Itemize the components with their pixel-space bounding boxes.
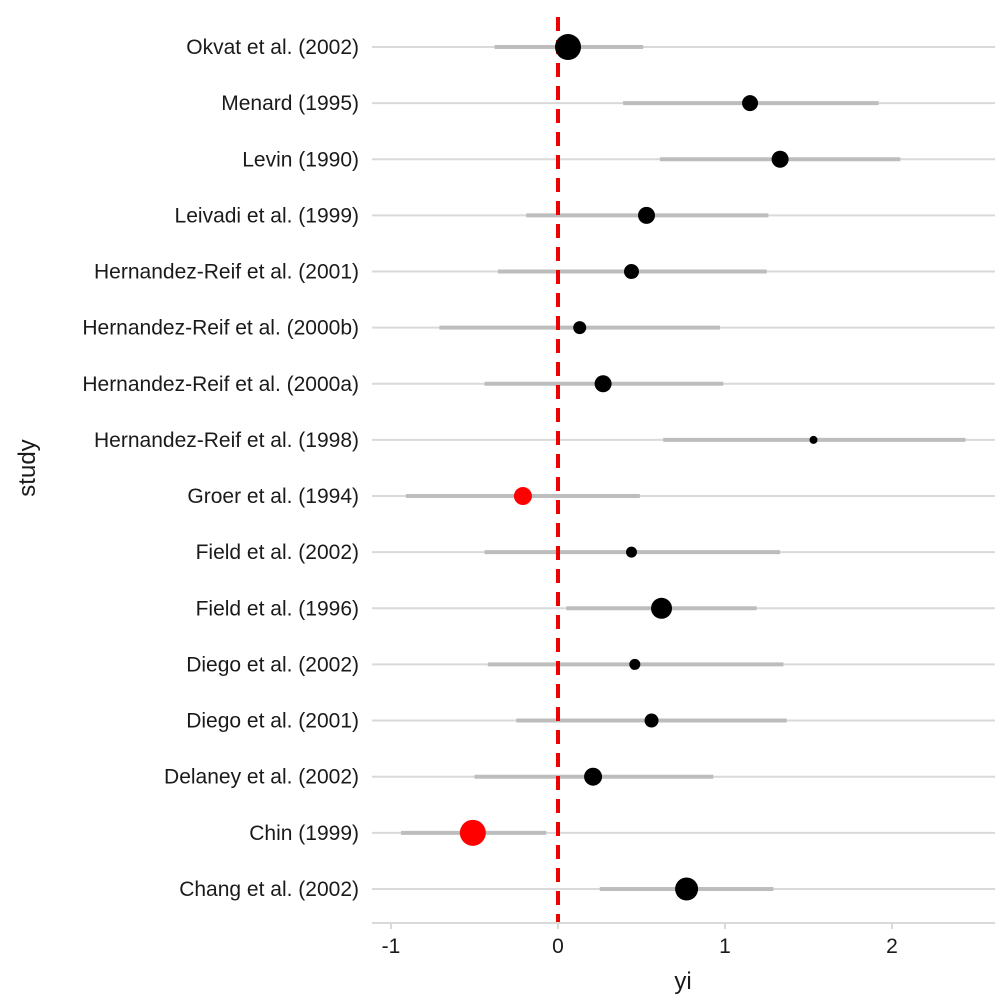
effect-point bbox=[584, 767, 603, 786]
effect-point bbox=[459, 819, 486, 846]
study-label: Chin (1999) bbox=[249, 822, 359, 845]
study-label: Hernandez-Reif et al. (1998) bbox=[94, 429, 359, 452]
study-label: Hernandez-Reif et al. (2000b) bbox=[82, 317, 359, 340]
study-label: Okvat et al. (2002) bbox=[186, 36, 359, 59]
study-label: Hernandez-Reif et al. (2001) bbox=[94, 261, 359, 284]
effect-point bbox=[594, 375, 612, 393]
effect-point bbox=[651, 597, 673, 619]
grid-layer bbox=[372, 46, 995, 890]
y-axis-title: study bbox=[14, 439, 41, 496]
point-layer bbox=[459, 34, 818, 901]
study-label: Field et al. (1996) bbox=[196, 597, 359, 620]
effect-point bbox=[625, 546, 637, 558]
study-label-layer: Okvat et al. (2002) Menard (1995) Levin (1… bbox=[82, 36, 359, 901]
effect-point bbox=[675, 877, 699, 901]
x-tick-layer: -1 0 1 2 bbox=[382, 923, 898, 958]
effect-point bbox=[644, 713, 659, 728]
effect-point bbox=[638, 206, 656, 224]
effect-point bbox=[771, 150, 789, 168]
x-tick-label: 0 bbox=[552, 935, 564, 958]
study-label: Levin (1990) bbox=[242, 148, 359, 171]
study-label: Chang et al. (2002) bbox=[179, 878, 359, 901]
effect-point bbox=[742, 95, 759, 112]
x-tick-label: 1 bbox=[719, 935, 731, 958]
x-tick-label: 2 bbox=[886, 935, 898, 958]
study-label: Diego et al. (2001) bbox=[186, 710, 359, 733]
study-label: Groer et al. (1994) bbox=[187, 485, 359, 508]
effect-point bbox=[573, 321, 587, 335]
effect-point bbox=[809, 435, 818, 444]
effect-point bbox=[513, 487, 532, 506]
study-label: Leivadi et al. (1999) bbox=[175, 204, 359, 227]
interval-layer bbox=[401, 45, 966, 891]
study-label: Field et al. (2002) bbox=[196, 541, 359, 564]
x-axis-title: yi bbox=[674, 968, 691, 995]
study-label: Menard (1995) bbox=[221, 92, 359, 115]
effect-point bbox=[629, 658, 641, 670]
study-label: Hernandez-Reif et al. (2000a) bbox=[82, 373, 359, 396]
study-label: Diego et al. (2002) bbox=[186, 653, 359, 676]
effect-point bbox=[555, 34, 582, 60]
effect-point bbox=[623, 264, 639, 280]
x-tick-label: -1 bbox=[382, 935, 401, 958]
study-label: Delaney et al. (2002) bbox=[164, 766, 359, 789]
